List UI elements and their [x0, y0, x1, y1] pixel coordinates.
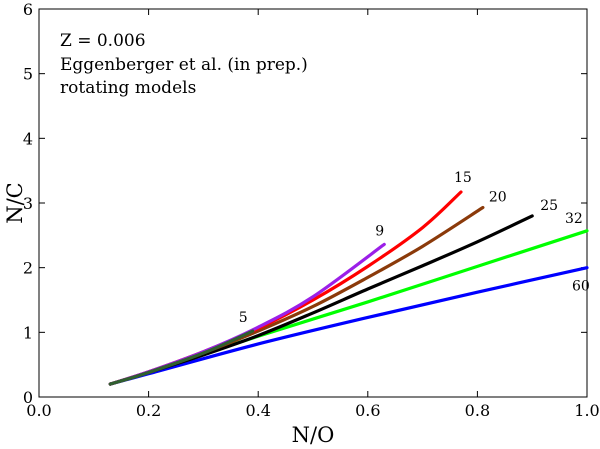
series-label-20: 20: [489, 190, 507, 206]
series-label-15: 15: [454, 170, 472, 186]
annotation-note: rotating models: [60, 78, 196, 98]
y-tick-label: 0: [23, 388, 33, 407]
y-tick-label: 1: [23, 323, 33, 342]
y-tick-label: 3: [23, 194, 33, 213]
series-layer: 60 32 25 20 15 9 5: [108, 170, 590, 386]
series-line-5: [108, 329, 255, 386]
x-tick-label: 0.2: [136, 401, 161, 420]
x-tick-label: 0.8: [465, 401, 490, 420]
x-tick-label: 0.0: [26, 401, 51, 420]
axis-ticks: 0.0 0.2 0.4 0.6 0.8 1.0 0 1 2 3 4 5 6: [23, 0, 600, 420]
y-tick-label: 6: [23, 0, 33, 19]
x-axis-title: N/O: [292, 423, 335, 447]
plot-frame: [38, 8, 588, 398]
y-tick-label: 2: [23, 259, 33, 278]
y-axis-title: N/C: [3, 182, 27, 224]
y-tick-label: 4: [23, 129, 33, 148]
x-tick-label: 0.4: [245, 401, 270, 420]
series-label-5: 5: [239, 310, 248, 326]
series-label-32: 32: [565, 211, 583, 227]
annotation-metallicity: Z = 0.006: [60, 31, 146, 51]
series-label-60: 60: [572, 279, 590, 295]
x-tick-label: 0.6: [355, 401, 380, 420]
x-tick-label: 1.0: [574, 401, 599, 420]
series-label-25: 25: [540, 198, 558, 214]
y-tick-label: 5: [23, 65, 33, 84]
annotation-source: Eggenberger et al. (in prep.): [60, 55, 308, 75]
series-label-9: 9: [375, 223, 384, 239]
